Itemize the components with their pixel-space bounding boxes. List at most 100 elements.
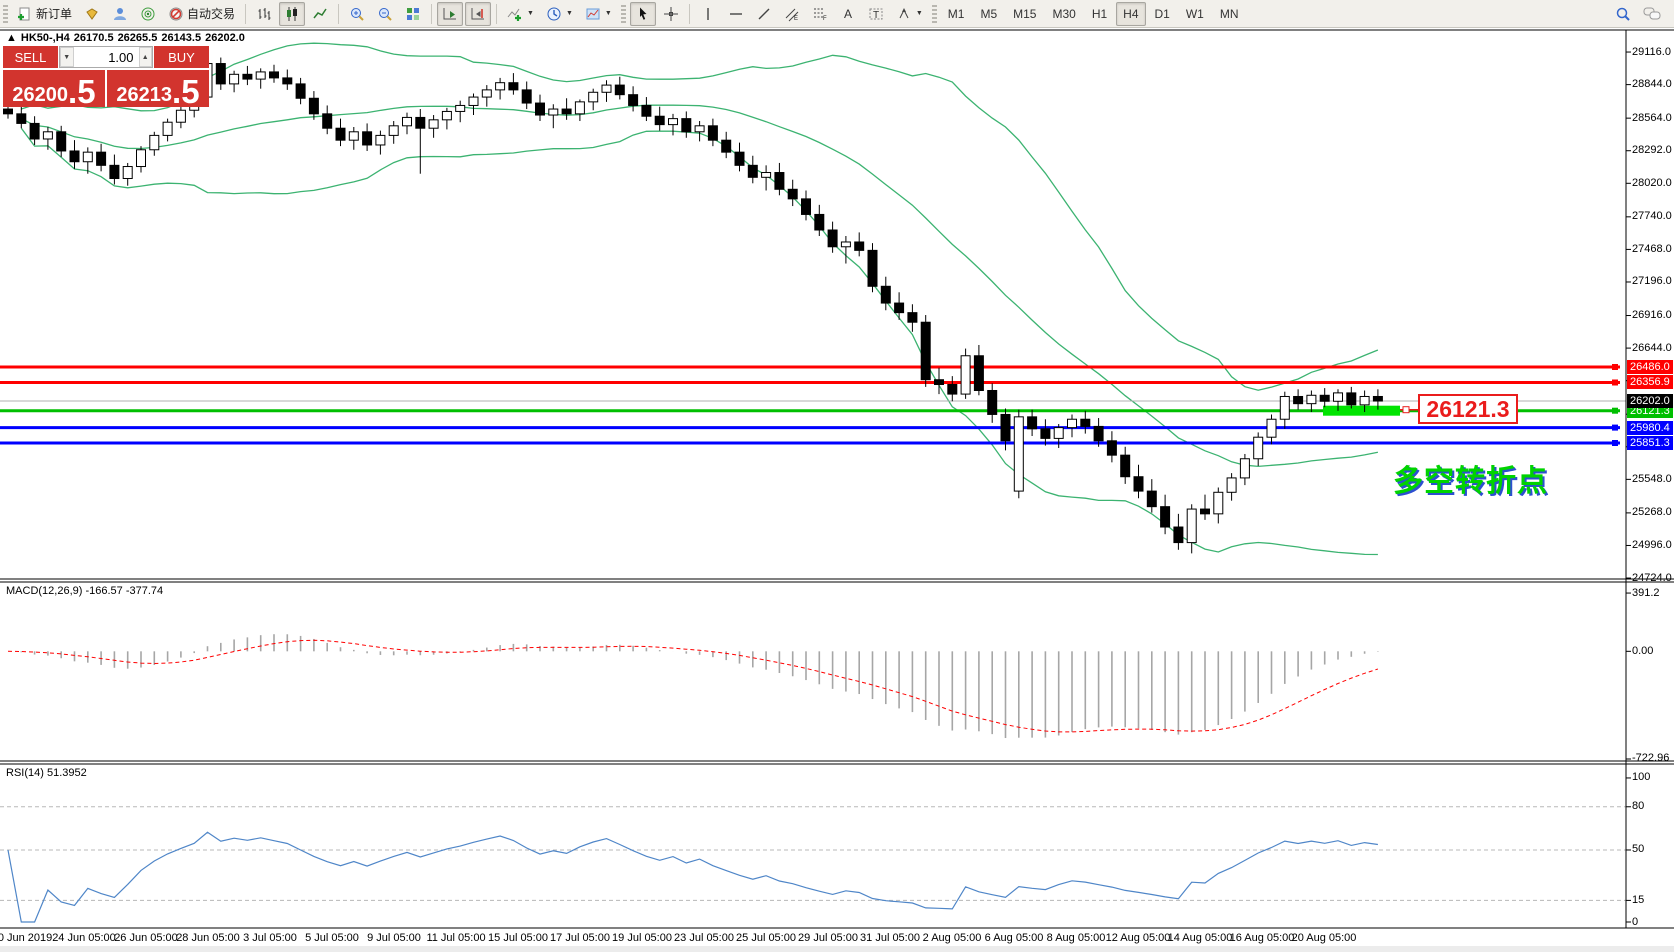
tab-timeframe-m30[interactable]: M30 (1052, 6, 1076, 21)
tab-timeframe-d1[interactable]: D1 (1154, 6, 1170, 21)
price-tick: 25548.0 (1632, 472, 1672, 485)
time-tick: 17 Jul 05:00 (550, 932, 610, 944)
templates-icon (586, 8, 600, 19)
line-chart-button[interactable] (307, 2, 333, 26)
toolbar-separator (688, 3, 690, 24)
dropdown-caret-icon: ▼ (565, 10, 573, 17)
sell-price-display[interactable]: 26200.5 (3, 70, 105, 110)
macd-tick: -722.96 (1632, 752, 1670, 765)
ohlc-open: 26170.5 (73, 32, 114, 44)
add-indicator-button[interactable]: ▼ (502, 2, 539, 26)
text-button[interactable]: A (835, 2, 861, 26)
toolbar-grip[interactable] (931, 4, 937, 23)
equidistant-channel-icon: E (785, 8, 799, 22)
toolbar-separator (496, 3, 498, 24)
chat-button[interactable] (1638, 2, 1666, 26)
bar-chart-button[interactable] (251, 2, 277, 26)
buy-price-fraction: .5 (172, 73, 200, 110)
templates-button[interactable]: ▼ (580, 2, 617, 26)
tab-timeframe-w1[interactable]: W1 (1185, 6, 1204, 21)
tab-timeframe-m15[interactable]: M15 (1013, 6, 1037, 21)
highlight-rectangle[interactable] (1323, 405, 1418, 416)
auto-scroll-button[interactable] (437, 1, 464, 26)
candlesticks (3, 56, 1383, 554)
signals-icon (141, 7, 155, 20)
ohlc-low: 26143.5 (161, 32, 202, 44)
toolbar-separator (245, 3, 247, 24)
tab-timeframe-mn[interactable]: MN (1219, 6, 1239, 21)
one-click-trading-panel: SELL ▼ ▲ BUY 26200.5 26213.5 (3, 46, 209, 110)
macd-pane (7, 634, 1379, 739)
chart-canvas[interactable] (0, 28, 1674, 952)
chart-shift-button[interactable] (465, 1, 492, 26)
tab-timeframe-m5[interactable]: M5 (980, 6, 998, 21)
price-tick: 26644.0 (1632, 341, 1672, 354)
profile-icon (114, 7, 127, 20)
periods-button[interactable]: ▼ (541, 2, 578, 26)
horizontal-line-objects[interactable] (0, 364, 1620, 446)
tab-timeframe-m1[interactable]: M1 (947, 6, 965, 21)
equidistant-channel-button[interactable]: E (779, 2, 805, 26)
search-button[interactable] (1610, 2, 1636, 26)
chart-shift-icon (471, 7, 485, 19)
time-tick: 5 Jul 05:00 (305, 932, 359, 944)
fibonacci-button[interactable]: F (807, 2, 833, 26)
new-order-icon (18, 7, 30, 20)
time-tick: 2 Aug 05:00 (922, 932, 982, 944)
arrows-icon (899, 7, 909, 18)
chart-window: ▲ HK50-,H4 26170.5 26265.5 26143.5 26202.0 SE… (0, 28, 1674, 952)
sell-price-fraction: .5 (68, 73, 96, 110)
periods-clock-icon (547, 7, 561, 20)
zoom-out-button[interactable] (372, 2, 398, 26)
market-data-button[interactable] (79, 2, 105, 26)
sell-button[interactable]: SELL (3, 46, 58, 70)
price-callout-label[interactable]: 26121.3 (1418, 394, 1518, 424)
vertical-line-button[interactable] (695, 2, 721, 26)
text-label-button[interactable]: T (863, 2, 889, 26)
time-tick: 3 Jul 05:00 (243, 932, 297, 944)
price-tick: 27468.0 (1632, 242, 1672, 255)
rsi-pane (0, 806, 1626, 923)
price-tick: 28564.0 (1632, 111, 1672, 124)
time-tick: 23 Jul 05:00 (674, 932, 734, 944)
volume-decrease-button[interactable]: ▼ (60, 47, 74, 67)
arrows-button[interactable]: ▼ (891, 2, 928, 26)
volume-input[interactable] (73, 47, 139, 67)
trend-line-button[interactable] (751, 2, 777, 26)
time-tick: 31 Jul 05:00 (860, 932, 920, 944)
volume-increase-button[interactable]: ▲ (138, 47, 152, 67)
buy-price-display[interactable]: 26213.5 (107, 70, 209, 110)
buy-button[interactable]: BUY (154, 46, 209, 70)
annotation-text-cn[interactable]: 多空转折点 (1393, 465, 1548, 498)
tile-windows-icon (407, 7, 420, 20)
price-tick: 29116.0 (1632, 45, 1671, 58)
crosshair-button[interactable] (658, 2, 684, 26)
tile-windows-button[interactable] (400, 2, 426, 26)
tab-timeframe-h4[interactable]: H4 (1116, 1, 1146, 26)
symbol-timeframe: HK50-,H4 (20, 32, 70, 44)
profile-button[interactable] (107, 2, 133, 26)
signals-button[interactable] (135, 2, 161, 26)
fibonacci-icon: F (813, 8, 827, 22)
new-order-button[interactable]: 新订单 (12, 2, 77, 26)
text-label-icon: T (869, 8, 883, 21)
horizontal-line-button[interactable] (723, 2, 749, 26)
time-tick: 14 Aug 05:00 (1167, 932, 1233, 944)
tab-timeframe-h1[interactable]: H1 (1091, 6, 1108, 21)
price-tick: 27196.0 (1632, 275, 1672, 288)
window-expander-icon[interactable]: ▲ (6, 32, 17, 44)
toolbar-grip[interactable] (620, 4, 626, 23)
zoom-in-button[interactable] (344, 2, 370, 26)
ohlc-close: 26202.0 (205, 32, 245, 44)
search-icon (1616, 7, 1630, 21)
symbol-ohlc-line: ▲ HK50-,H4 26170.5 26265.5 26143.5 26202.0 (6, 32, 249, 44)
auto-trading-button[interactable]: 自动交易 (163, 2, 240, 26)
time-tick: 12 Aug 05:00 (1105, 932, 1171, 944)
auto-scroll-icon (443, 7, 457, 19)
vertical-line-icon (707, 7, 709, 20)
dropdown-caret-icon: ▼ (915, 10, 923, 17)
cursor-button[interactable] (629, 1, 656, 26)
candlestick-chart-button[interactable] (279, 1, 306, 26)
horizontal-line-icon (729, 12, 742, 15)
toolbar-grip[interactable] (3, 4, 8, 23)
